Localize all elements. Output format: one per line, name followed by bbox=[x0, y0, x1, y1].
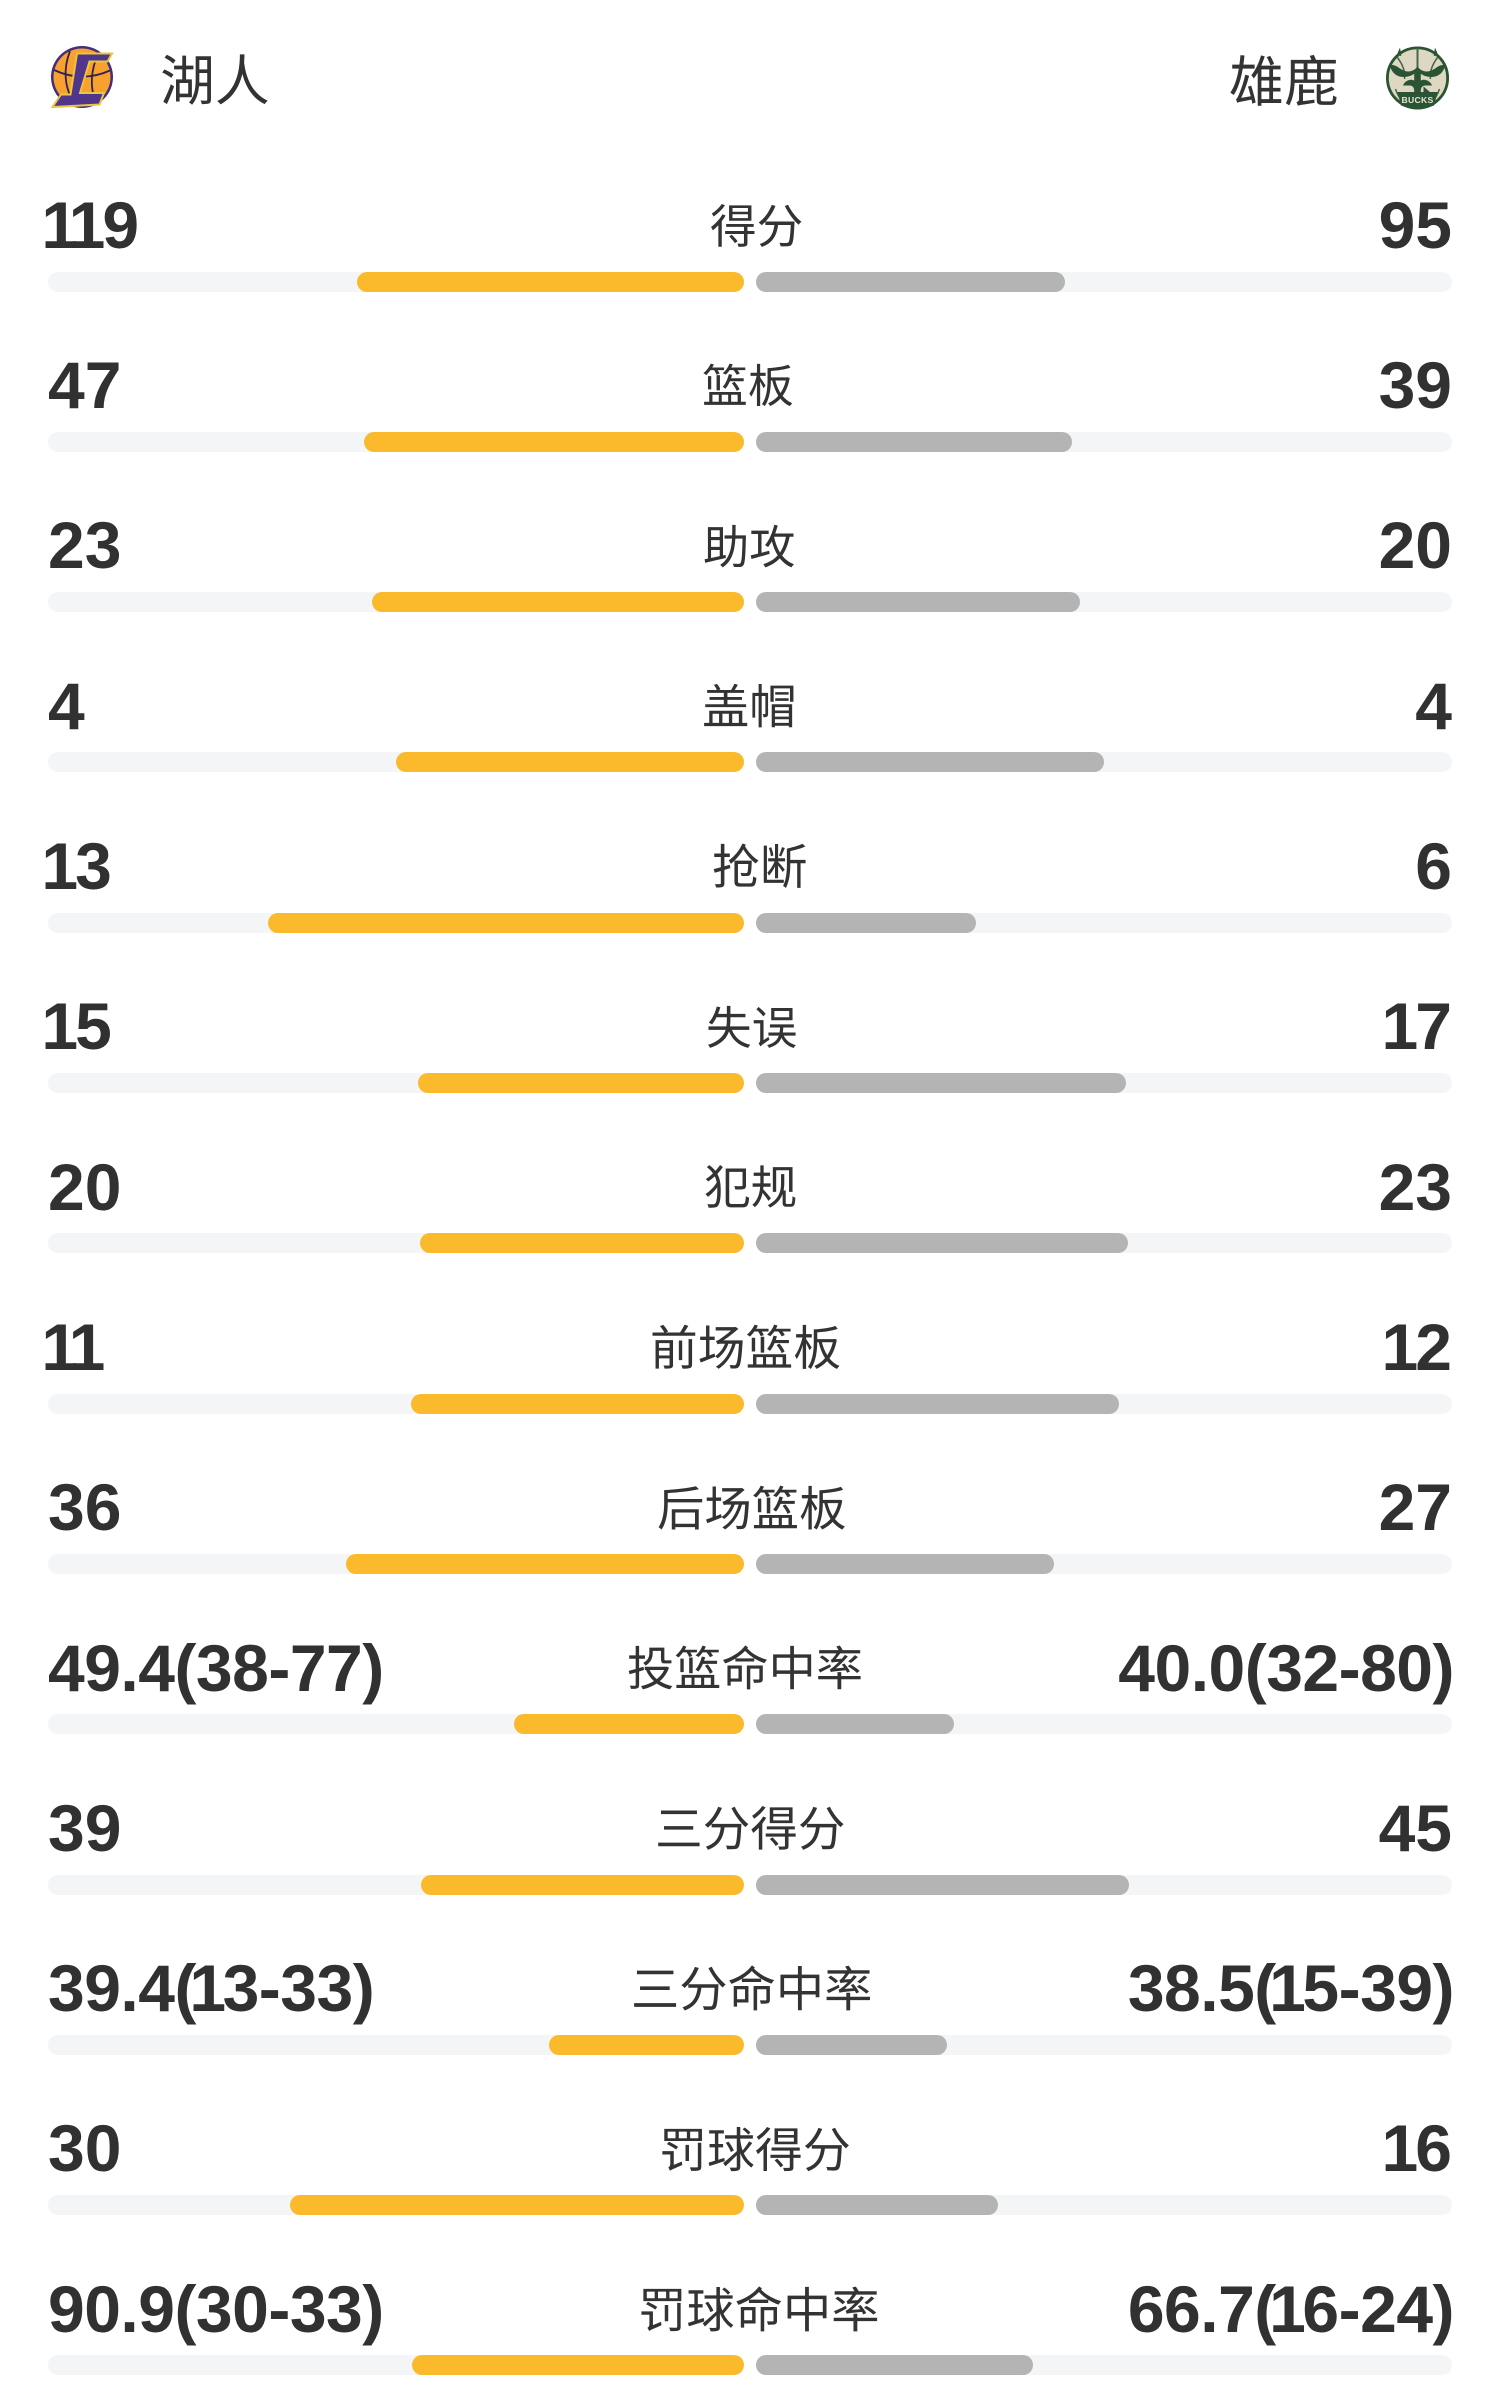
svg-text:BUCKS: BUCKS bbox=[1401, 95, 1433, 105]
